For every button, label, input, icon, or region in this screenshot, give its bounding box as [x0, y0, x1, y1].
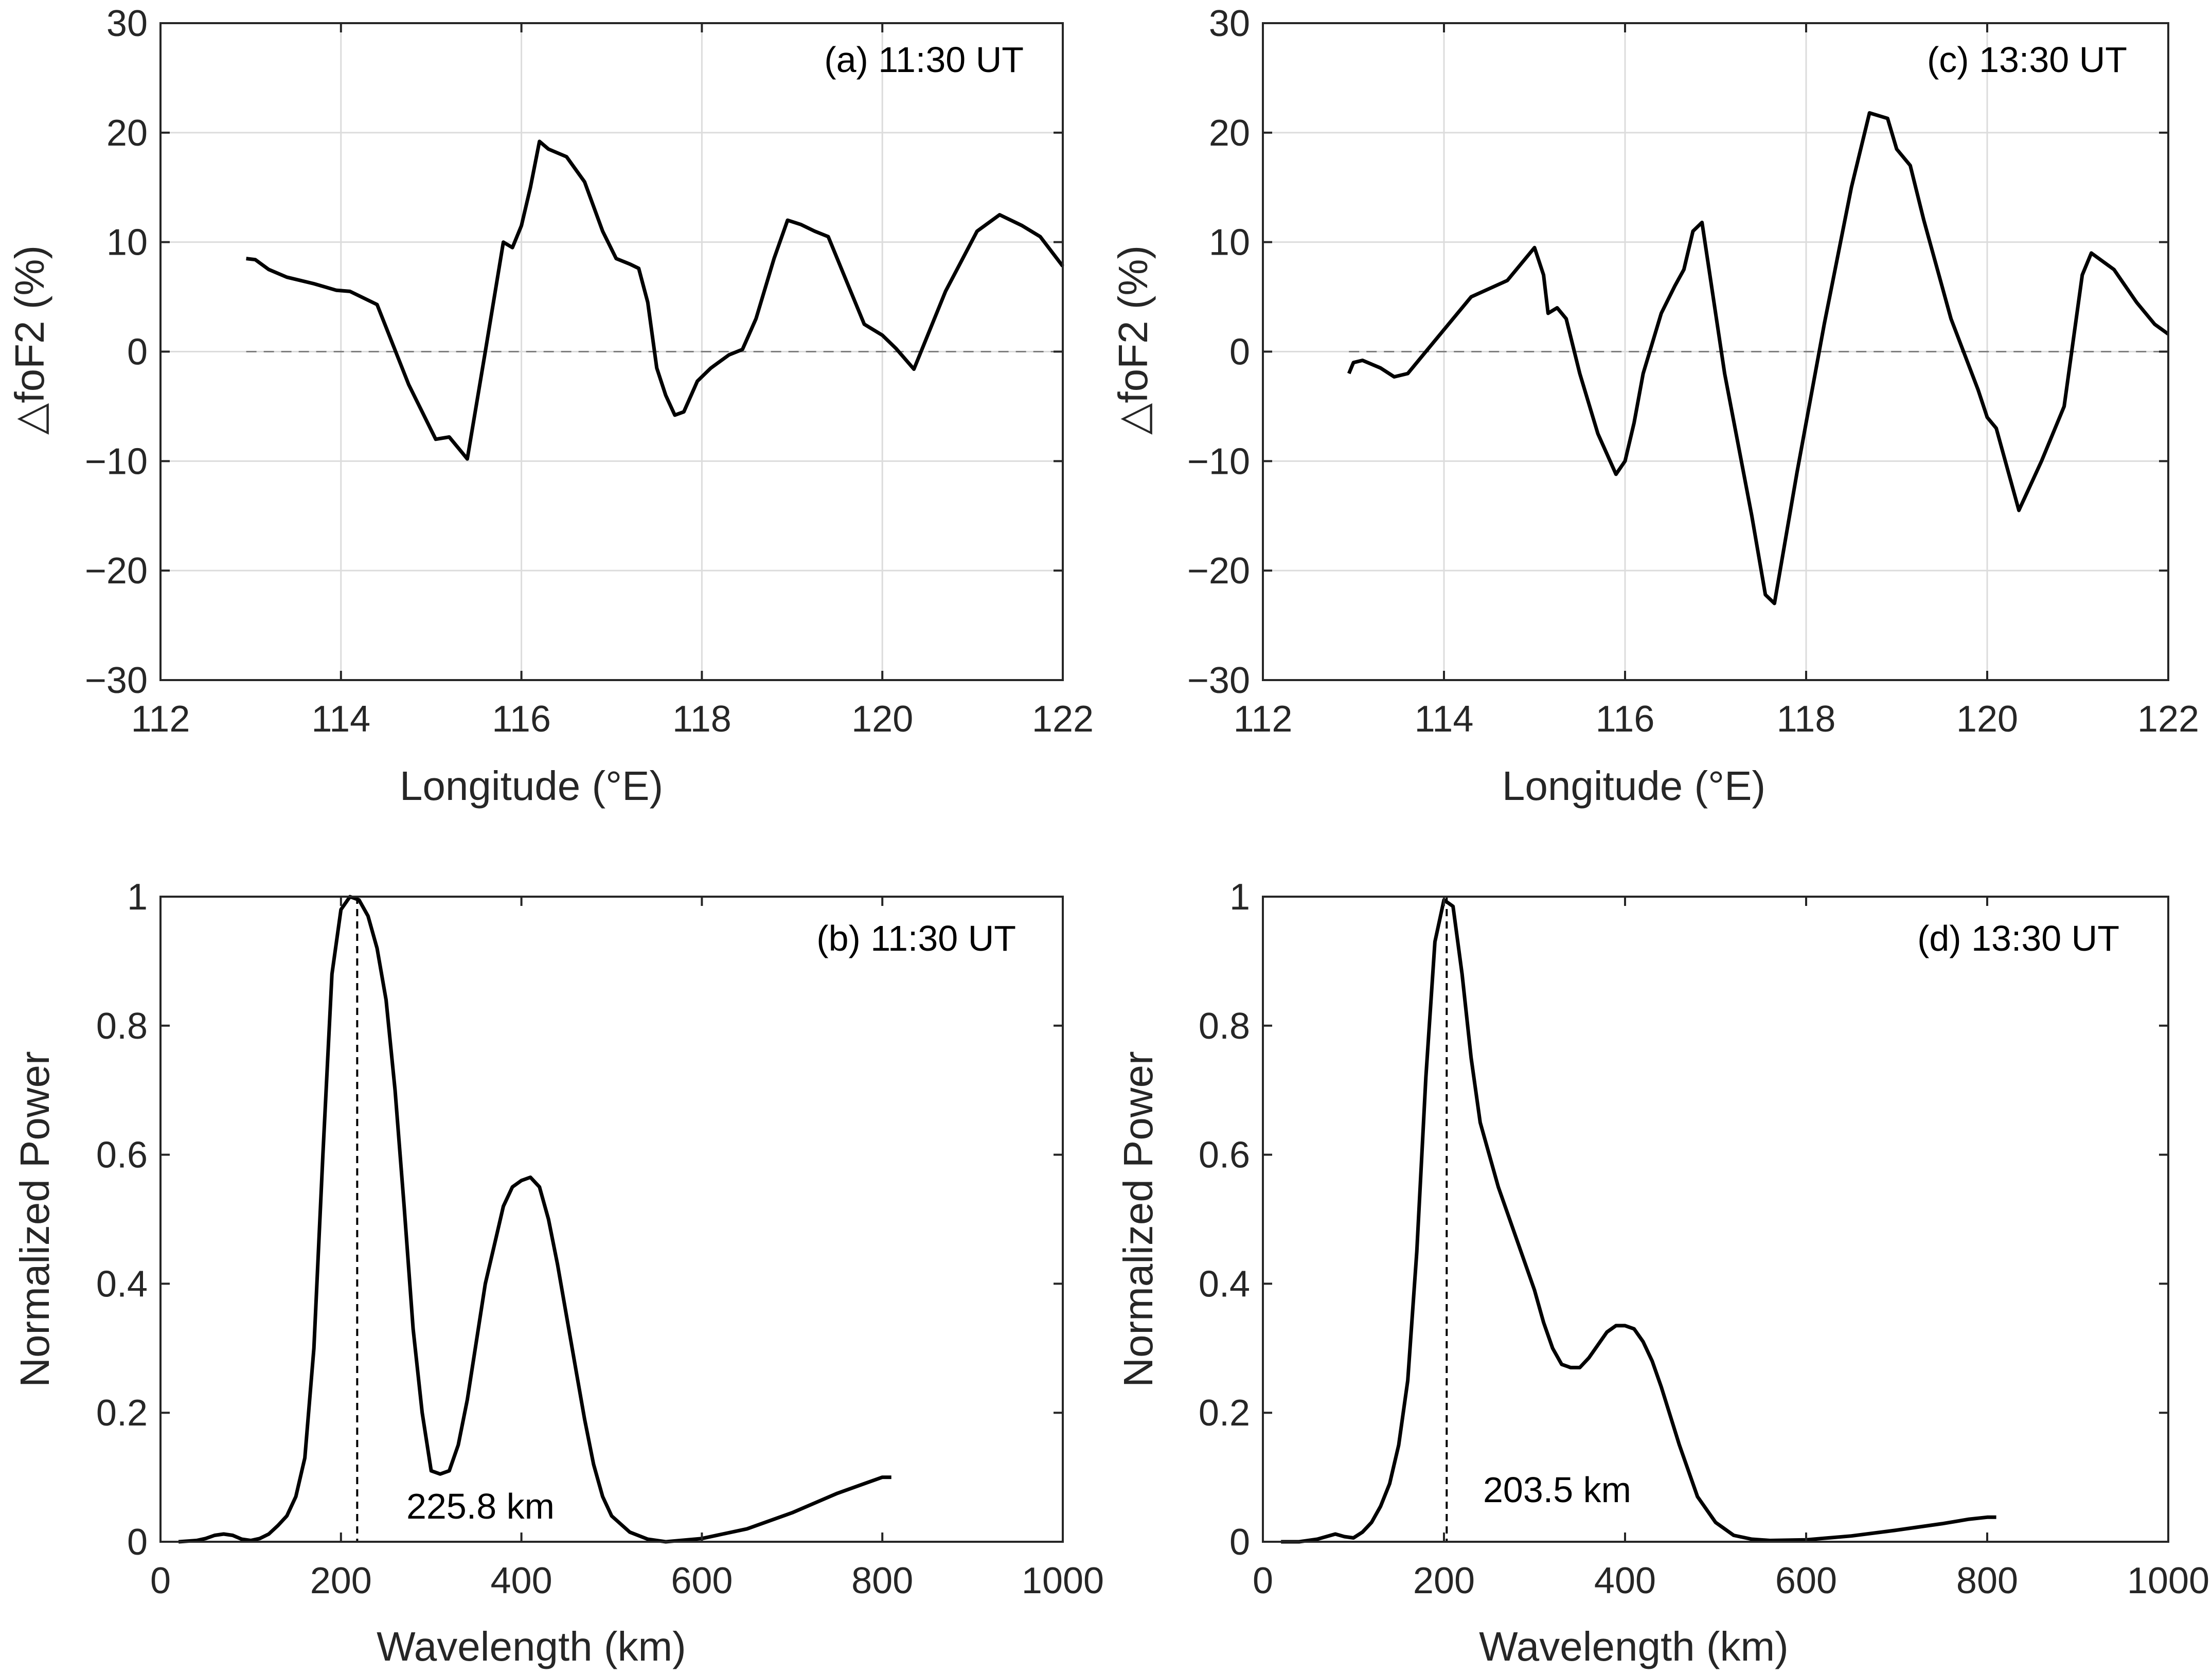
panel-d-xlabel: Wavelength (km): [1479, 1624, 1789, 1669]
panel-b-ytick-label-3: 0.6: [96, 1135, 148, 1176]
panel-a-ytick-label-2: −10: [85, 441, 148, 482]
panel-c-ytick-label-3: 0: [1229, 332, 1250, 373]
panel-a-xlabel: Longitude (°E): [400, 763, 663, 809]
panel-b: 0 200 400 600 800 1000 0 0.2 0.4 0.6 0.8 1 (b) 11:3…: [12, 877, 1104, 1669]
panel-b-xlabel: Wavelength (km): [377, 1624, 686, 1669]
panel-b-ytick-label-4: 0.8: [96, 1006, 148, 1047]
panel-d-frame: [1262, 896, 2169, 1543]
panel-c-xtick-label-4: 120: [1956, 699, 2018, 740]
panel-a-ytick-label-3: 0: [127, 332, 148, 373]
panel-c-title: (c) 13:30 UT: [1927, 40, 2127, 80]
panel-a-ytick-label-5: 20: [106, 113, 148, 154]
panel-d-title: (d) 13:30 UT: [1917, 918, 2119, 958]
panel-c-ytick-label-4: 10: [1209, 222, 1250, 263]
panel-b-xtick-label-1: 200: [310, 1560, 372, 1601]
panel-b-xtick-label-4: 800: [851, 1560, 913, 1601]
panel-d-ytick-label-0: 0: [1229, 1522, 1250, 1563]
panel-d-ytick-label-3: 0.6: [1199, 1135, 1250, 1176]
panel-c-series-line: [1347, 111, 2170, 605]
panel-d-xtick-label-0: 0: [1253, 1560, 1273, 1601]
panel-c-xtick-label-5: 122: [2137, 699, 2199, 740]
panel-b-ticks: 0 200 400 600 800 1000 0 0.2 0.4 0.6 0.8 1: [96, 877, 1104, 1601]
panel-b-peak-annotation: 225.8 km: [406, 1486, 555, 1526]
panel-b-xtick-label-2: 400: [491, 1560, 552, 1601]
panel-b-ytick-label-5: 1: [127, 877, 148, 918]
panel-a-xtick-label-4: 120: [851, 699, 913, 740]
panel-c-ytick-label-0: −30: [1187, 660, 1250, 701]
panel-b-series-line: [178, 895, 891, 1544]
panel-d: 0 200 400 600 800 1000 0 0.2 0.4 0.6 0.8 1 (d) 13:3…: [1115, 877, 2209, 1669]
panel-c-xtick-label-1: 114: [1415, 699, 1474, 740]
panel-a-ytick-label-1: −20: [85, 550, 148, 592]
panel-b-ytick-label-1: 0.2: [96, 1393, 148, 1434]
panel-d-ylabel: Normalized Power: [1115, 1051, 1161, 1387]
panel-b-ylabel: Normalized Power: [12, 1051, 58, 1387]
panel-a-xtick-label-1: 114: [311, 699, 370, 740]
panel-d-ytick-label-5: 1: [1229, 877, 1250, 918]
panel-c-ytick-label-6: 30: [1209, 3, 1250, 44]
panel-a-ytick-label-0: −30: [85, 660, 148, 701]
panel-c-ytick-label-1: −20: [1187, 550, 1250, 592]
panel-b-frame: [159, 896, 1064, 1543]
panel-c: 112 114 116 118 120 122 −30 −20 −10 0 10 20 30 (c) 1…: [1110, 3, 2199, 809]
panel-d-xtick-label-2: 400: [1594, 1560, 1656, 1601]
panel-b-title: (b) 11:30 UT: [816, 918, 1016, 958]
panel-d-series-line: [1281, 898, 1996, 1544]
panel-d-xtick-label-3: 600: [1775, 1560, 1837, 1601]
panel-a-ytick-label-6: 30: [106, 3, 148, 44]
panel-c-xlabel: Longitude (°E): [1502, 763, 1765, 809]
panel-a-title: (a) 11:30 UT: [824, 40, 1024, 80]
panel-d-xtick-label-1: 200: [1413, 1560, 1475, 1601]
panel-c-xtick-label-0: 112: [1234, 699, 1293, 740]
panel-b-ytick-label-2: 0.4: [96, 1263, 148, 1305]
panel-b-xtick-label-5: 1000: [1022, 1560, 1104, 1601]
panel-a-grid: [160, 23, 1063, 680]
panel-d-ytick-label-4: 0.8: [1199, 1006, 1250, 1047]
panel-b-ytick-label-0: 0: [127, 1522, 148, 1563]
panel-c-ylabel: △foF2 (%): [1110, 245, 1156, 435]
panel-a-ytick-label-4: 10: [106, 222, 148, 263]
panel-d-ytick-label-1: 0.2: [1199, 1393, 1250, 1434]
panel-a: 112 114 116 118 120 122 −30 −20 −10 0 10 20 30 (a) 1…: [7, 3, 1094, 809]
panel-d-ytick-label-2: 0.4: [1199, 1263, 1250, 1305]
panel-c-ticks: 112 114 116 118 120 122 −30 −20 −10 0 10 20 30: [1187, 3, 2199, 740]
panel-d-xtick-label-5: 1000: [2127, 1560, 2209, 1601]
panel-b-xtick-label-3: 600: [671, 1560, 733, 1601]
panel-c-xtick-label-2: 116: [1596, 699, 1655, 740]
panel-c-xtick-label-3: 118: [1777, 699, 1836, 740]
panel-c-ytick-label-5: 20: [1209, 113, 1250, 154]
panel-a-ylabel: △foF2 (%): [7, 245, 52, 435]
panel-a-xtick-label-5: 122: [1032, 699, 1094, 740]
panel-d-ticks: 0 200 400 600 800 1000 0 0.2 0.4 0.6 0.8 1: [1199, 877, 2209, 1601]
panel-a-series-line: [246, 139, 1064, 461]
panel-b-xtick-label-0: 0: [150, 1560, 171, 1601]
panel-a-xtick-label-3: 118: [672, 699, 732, 740]
panel-a-xtick-label-2: 116: [492, 699, 551, 740]
panel-d-peak-annotation: 203.5 km: [1483, 1470, 1631, 1510]
panel-a-ticks: 112 114 116 118 120 122 −30 −20 −10 0 10 20 30: [85, 3, 1094, 740]
panel-d-xtick-label-4: 800: [1956, 1560, 2018, 1601]
panel-a-xtick-label-0: 112: [131, 699, 190, 740]
panel-c-ytick-label-2: −10: [1187, 441, 1250, 482]
